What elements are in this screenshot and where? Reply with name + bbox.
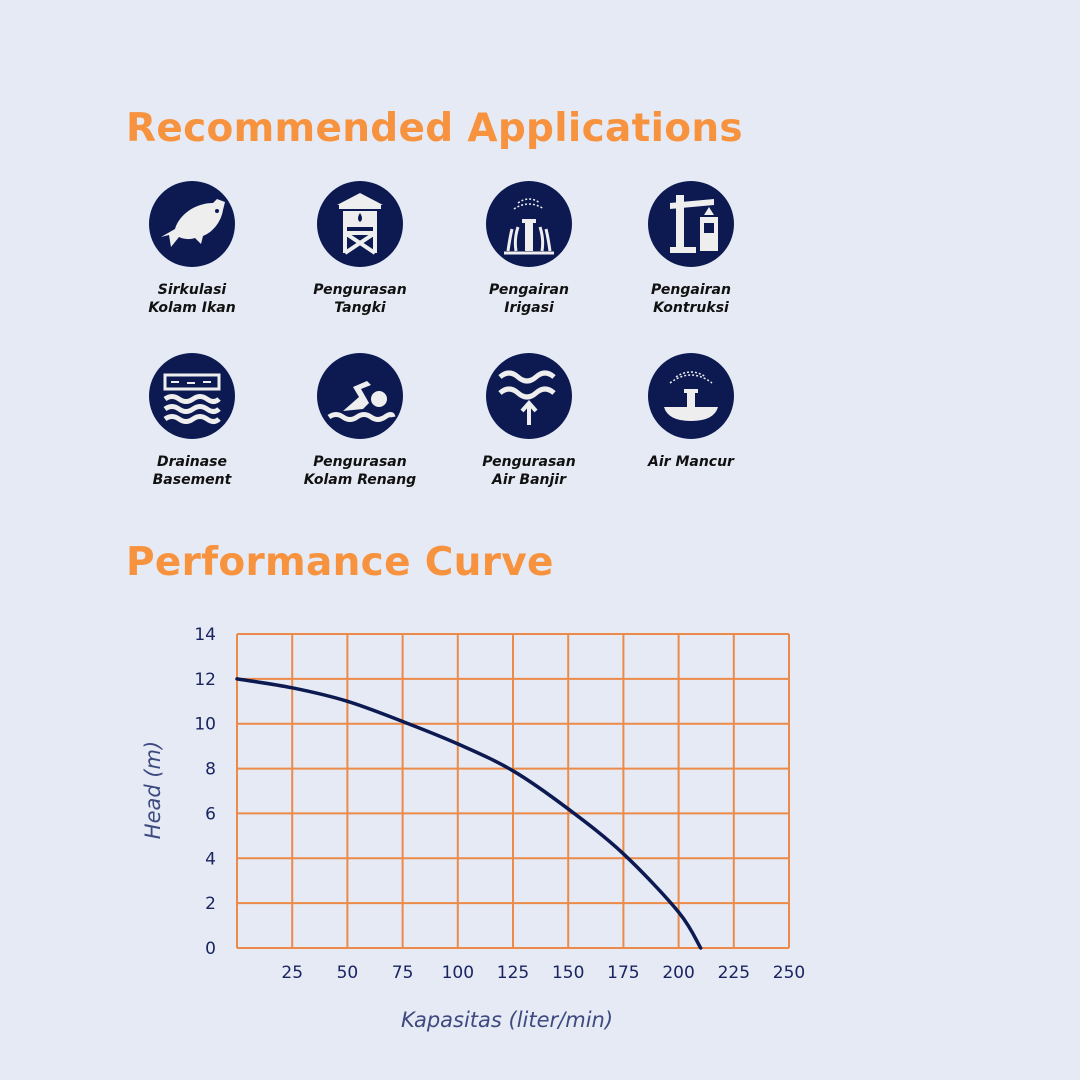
- x-tick-label: 200: [662, 963, 694, 983]
- x-tick-label: 125: [497, 963, 529, 983]
- application-item: Air Mancur: [606, 353, 776, 471]
- application-label: Pengurasan Kolam Renang: [303, 454, 417, 488]
- y-tick-label: 6: [205, 804, 216, 824]
- application-label: Pengairan Kontruksi: [651, 282, 731, 316]
- application-item: Sirkulasi Kolam Ikan: [107, 181, 277, 317]
- fountain-icon: [648, 353, 734, 439]
- x-tick-label: 75: [392, 963, 414, 983]
- y-tick-label: 4: [205, 849, 216, 869]
- x-tick-label: 100: [442, 963, 474, 983]
- application-label: Pengurasan Air Banjir: [482, 454, 576, 488]
- application-item: Pengurasan Tangki: [275, 181, 445, 317]
- x-tick-label: 25: [281, 963, 303, 983]
- x-tick-label: 150: [552, 963, 584, 983]
- application-label: Sirkulasi Kolam Ikan: [148, 282, 236, 316]
- x-tick-label: 50: [337, 963, 359, 983]
- x-axis-label: Kapasitas (liter/min): [401, 1008, 613, 1032]
- flood-water-icon: [486, 353, 572, 439]
- y-tick-label: 8: [205, 760, 216, 780]
- application-item: Pengurasan Kolam Renang: [275, 353, 445, 489]
- x-tick-label: 225: [718, 963, 750, 983]
- y-tick-label: 2: [205, 894, 216, 914]
- swimmer-icon: [317, 353, 403, 439]
- application-item: Pengurasan Air Banjir: [444, 353, 614, 489]
- y-tick-label: 0: [205, 939, 216, 959]
- application-label: Pengairan Irigasi: [489, 282, 569, 316]
- fish-icon: [149, 181, 235, 267]
- basement-drain-icon: [149, 353, 235, 439]
- construction-crane-icon: [648, 181, 734, 267]
- y-tick-label: 14: [194, 625, 216, 645]
- sprinkler-icon: [486, 181, 572, 267]
- y-tick-label: 12: [194, 670, 216, 690]
- water-tower-icon: [317, 181, 403, 267]
- applications-title: Recommended Applications: [126, 106, 743, 151]
- application-label: Drainase Basement: [152, 454, 232, 488]
- y-tick-label: 10: [194, 715, 216, 735]
- application-label: Pengurasan Tangki: [313, 282, 407, 316]
- application-item: Pengairan Irigasi: [444, 181, 614, 317]
- performance-title: Performance Curve: [126, 540, 554, 585]
- application-label: Air Mancur: [648, 454, 734, 470]
- y-axis-label: Head (m): [141, 741, 165, 839]
- application-item: Pengairan Kontruksi: [606, 181, 776, 317]
- performance-curve-line: [235, 677, 703, 950]
- application-item: Drainase Basement: [107, 353, 277, 489]
- x-tick-label: 175: [607, 963, 639, 983]
- x-tick-label: 250: [773, 963, 805, 983]
